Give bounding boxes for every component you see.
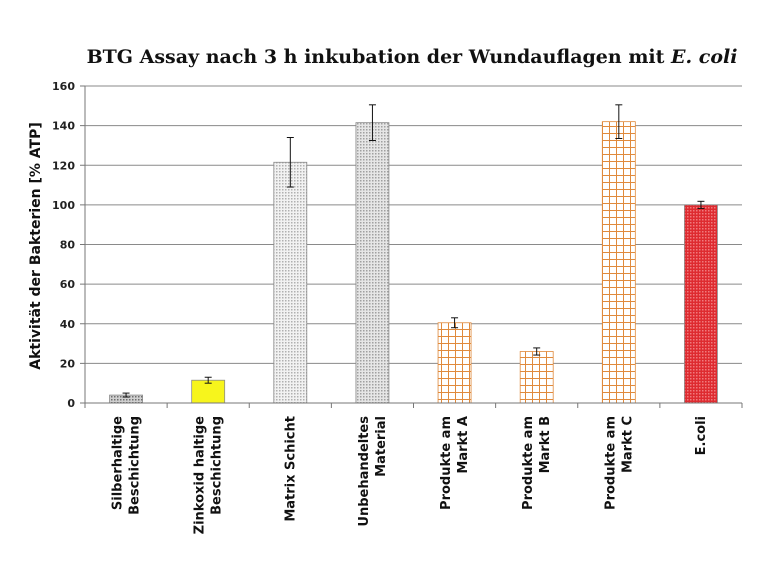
bar (684, 204, 718, 404)
axes (84, 86, 743, 408)
bar (273, 161, 308, 404)
x-tick-label-line: Produkte am (439, 416, 454, 510)
y-tick-label: 0 (67, 397, 75, 410)
x-tick-label: Produkte am Markt C (603, 416, 635, 510)
bars (109, 121, 718, 404)
x-tick-label: Zinkoxid haltige Beschichtung (193, 416, 225, 534)
y-tick-label: 40 (60, 318, 76, 331)
y-tick-label: 20 (60, 357, 76, 370)
chart-title-italic: E. coli (670, 46, 737, 68)
y-tick-labels: 0 20 40 60 80 100 120 140 160 (52, 80, 75, 410)
gridlines (80, 85, 742, 404)
chart-title: BTG Assay nach 3 h inkubation der Wundau… (87, 46, 738, 68)
x-tick-label-line: Matrix Schicht (283, 416, 298, 522)
x-tick-label-line: Unbehandeltes (357, 416, 372, 527)
error-bars (122, 104, 705, 398)
x-tick-label-line: Markt B (538, 416, 553, 473)
x-tick-label-line: Markt A (456, 416, 471, 474)
x-tick-label: Matrix Schicht (283, 416, 298, 522)
y-tick-label: 120 (52, 159, 75, 172)
bar (437, 322, 472, 404)
x-tick-label-line: E.coli (694, 416, 709, 455)
x-tick-label-line: Produkte am (521, 416, 536, 510)
x-tick-label-line: Produkte am (603, 416, 618, 510)
x-tick-label: Silberhaltige Beschichtung (111, 416, 143, 515)
x-tick-label: Unbehandeltes Material (357, 416, 389, 527)
x-tick-label-line: Material (374, 416, 389, 477)
x-tick-label: Produkte am Markt B (521, 416, 553, 510)
y-tick-label: 160 (52, 80, 75, 93)
y-axis-label: Aktivität der Bakterien [% ATP] (28, 122, 44, 369)
x-tick-label-line: Zinkoxid haltige (193, 416, 208, 534)
x-tick-label-line: Beschichtung (128, 416, 143, 515)
y-tick-label: 80 (60, 239, 76, 252)
x-tick-label-line: Markt C (620, 416, 635, 473)
x-tick-label-line: Beschichtung (210, 416, 225, 515)
x-tick-label: E.coli (694, 416, 709, 455)
y-tick-label: 140 (52, 120, 75, 133)
x-tick-label: Produkte am Markt A (439, 416, 471, 510)
bar (519, 351, 554, 404)
y-tick-label: 100 (52, 199, 75, 212)
bar (355, 122, 390, 404)
y-tick-label: 60 (60, 278, 76, 291)
category-labels: Silberhaltige Beschichtung Zinkoxid haltig… (111, 416, 709, 535)
bar (601, 121, 636, 404)
x-tick-label-line: Silberhaltige (111, 416, 126, 510)
